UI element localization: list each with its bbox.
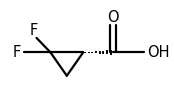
Text: O: O xyxy=(107,10,118,25)
Text: F: F xyxy=(30,23,38,38)
Text: F: F xyxy=(13,45,21,60)
Text: OH: OH xyxy=(147,45,169,60)
